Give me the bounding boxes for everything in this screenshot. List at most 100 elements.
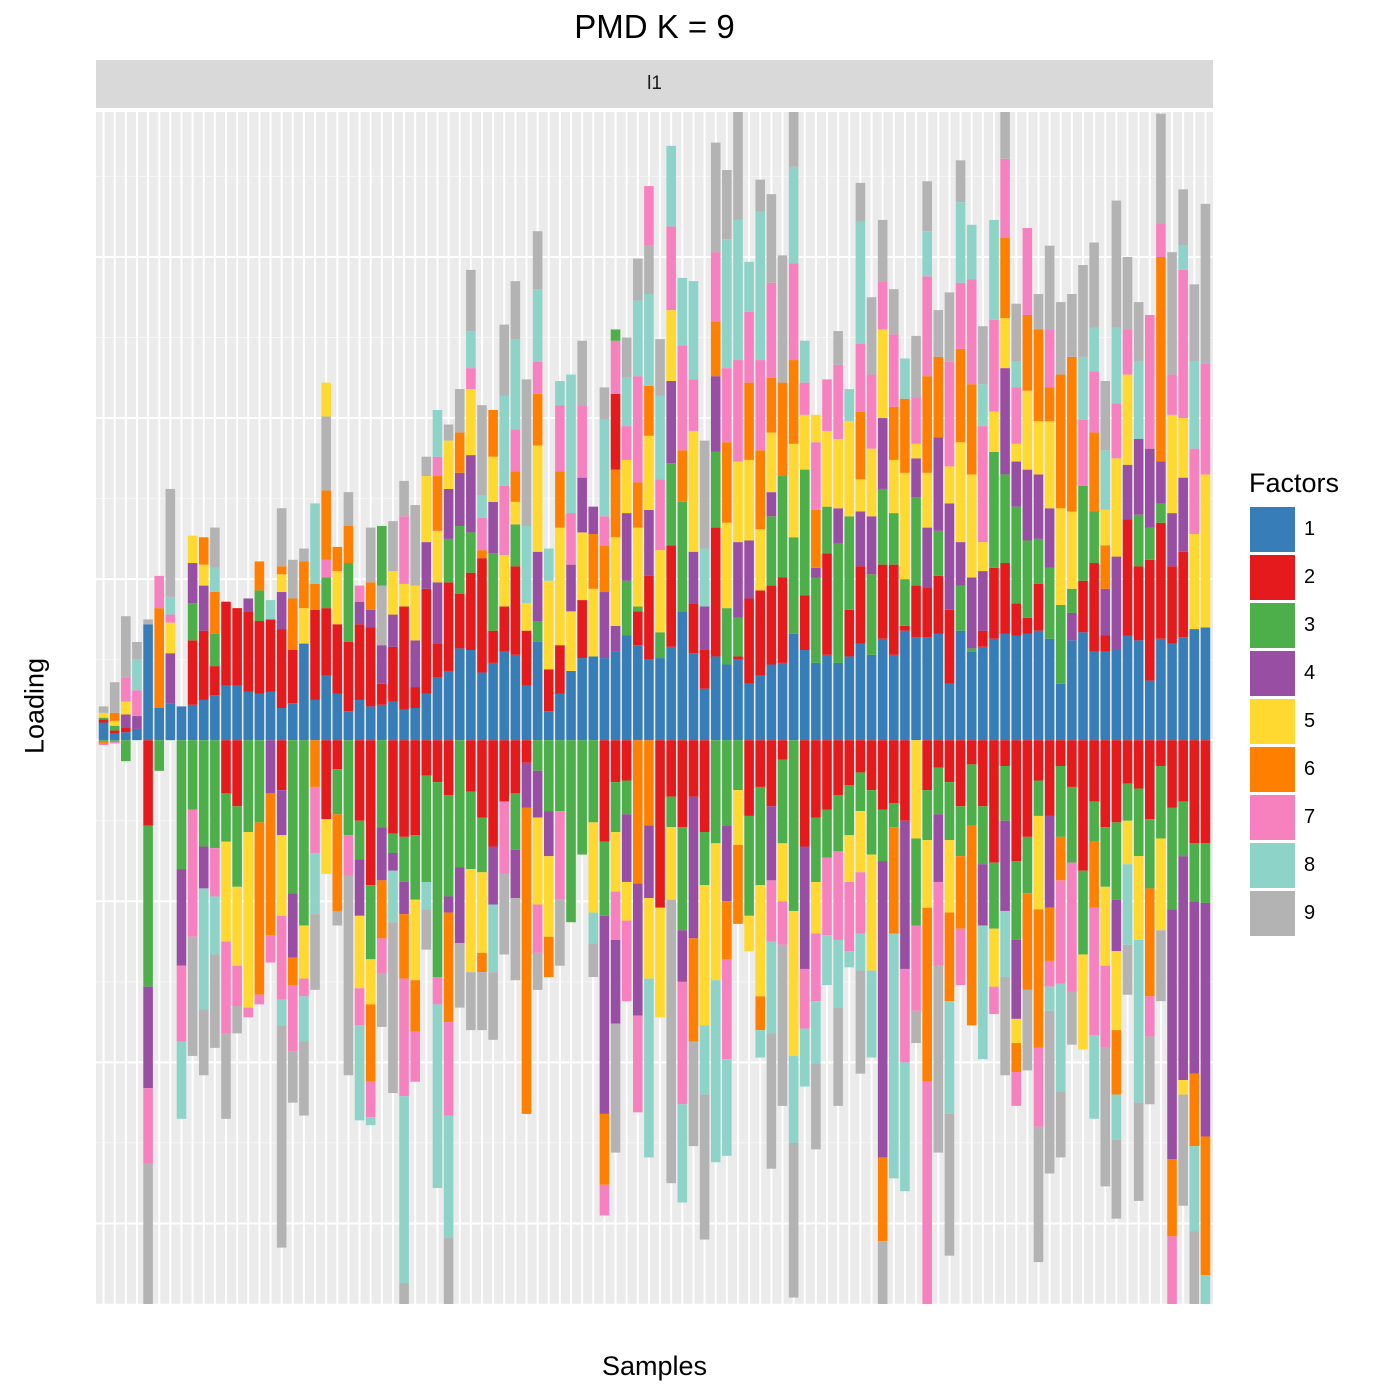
bar-segment-sample-96-factor-4-pos: [1156, 461, 1166, 504]
bar-segment-sample-93-factor-7-pos: [1122, 329, 1133, 375]
bar-segment-sample-96-factor-9-pos: [1156, 113, 1166, 224]
bar-segment-sample-62-factor-1-pos: [777, 662, 788, 741]
bar-segment-sample-47-factor-3-pos: [610, 329, 621, 341]
bar-segment-sample-61-factor-7-neg: [766, 880, 777, 942]
bar-segment-sample-19-factor-9-neg: [299, 1041, 309, 1116]
bar-segment-sample-67-factor-9-neg: [833, 1007, 843, 1106]
bar-segment-sample-29-factor-4-pos: [410, 640, 420, 688]
bar-segment-sample-98-factor-2-pos: [1178, 551, 1188, 638]
bar-segment-sample-69-factor-8-neg: [855, 933, 866, 971]
bar-segment-sample-61-factor-2-neg: [766, 740, 777, 807]
bar-segment-sample-85-factor-6-neg: [1033, 909, 1044, 1048]
bar-segment-sample-76-factor-9-neg: [933, 965, 944, 1153]
bar-segment-sample-90-factor-2-pos: [1089, 563, 1099, 652]
bar-segment-sample-75-factor-7-pos: [922, 276, 932, 377]
bar-segment-sample-74-factor-9-pos: [911, 335, 921, 398]
bar-segment-sample-27-factor-9-neg: [388, 922, 398, 1093]
bar-segment-sample-100-factor-9-pos: [1200, 203, 1211, 364]
bar-segment-sample-89-factor-9-pos: [1078, 265, 1088, 357]
bar-segment-sample-86-factor-7-pos: [1044, 329, 1055, 388]
bar-segment-sample-49-factor-6-pos: [633, 482, 643, 528]
bar-segment-sample-63-factor-9-neg: [788, 1142, 799, 1298]
bar-segment-sample-68-factor-8-pos: [844, 389, 855, 422]
bar-segment-sample-4-factor-4-pos: [132, 716, 142, 729]
bar-segment-sample-56-factor-6-pos: [710, 321, 721, 377]
bar-segment-sample-37-factor-7-neg: [499, 801, 510, 874]
bar-segment-sample-76-factor-2-neg: [933, 740, 944, 768]
bar-segment-sample-82-factor-1-pos: [1000, 633, 1010, 741]
bar-segment-sample-13-factor-2-neg: [232, 740, 242, 807]
bar-segment-sample-28-factor-5-pos: [399, 583, 409, 607]
bar-segment-sample-47-factor-9-neg: [610, 1023, 621, 1153]
bar-segment-sample-50-factor-6-neg: [644, 740, 654, 826]
bar-segment-sample-18-factor-9-pos: [287, 559, 298, 599]
bar-segment-sample-49-factor-3-pos: [633, 606, 643, 612]
bar-segment-sample-15-factor-6-pos: [254, 561, 265, 591]
bar-segment-sample-51-factor-7-pos: [655, 479, 665, 551]
bar-segment-sample-25-factor-5-neg: [365, 959, 376, 1005]
bar-segment-sample-31-factor-7-neg: [432, 977, 443, 1005]
bar-segment-sample-93-factor-1-pos: [1122, 635, 1133, 741]
bar-segment-sample-87-factor-3-pos: [1055, 604, 1066, 684]
bar-segment-sample-72-factor-3-pos: [889, 513, 899, 565]
bar-segment-sample-45-factor-3-neg: [588, 740, 599, 823]
bar-segment-sample-51-factor-5-pos: [655, 550, 665, 633]
bar-segment-sample-77-factor-1-pos: [944, 683, 955, 741]
bar-segment-sample-20-factor-8-neg: [310, 852, 320, 915]
bar-segment-sample-36-factor-5-pos: [488, 456, 498, 502]
bar-segment-sample-50-factor-5-neg: [644, 898, 654, 979]
bar-segment-sample-1-factor-3-neg: [98, 740, 109, 742]
bar-segment-sample-98-factor-8-pos: [1178, 245, 1188, 270]
bar-segment-sample-72-factor-2-neg: [889, 740, 899, 804]
bar-segment-sample-73-factor-1-pos: [900, 630, 910, 741]
bar-segment-sample-55-factor-5-neg: [699, 885, 710, 1026]
legend-key-6: [1250, 747, 1295, 792]
bar-segment-sample-18-factor-1-pos: [287, 703, 298, 741]
bar-segment-sample-15-factor-7-neg: [254, 994, 265, 1005]
bar-segment-sample-75-factor-2-pos: [922, 587, 932, 638]
bar-segment-sample-17-factor-5-pos: [276, 574, 287, 593]
bar-segment-sample-38-factor-2-neg: [510, 740, 521, 794]
bar-segment-sample-48-factor-2-neg: [621, 740, 632, 781]
bar-segment-sample-34-factor-4-pos: [466, 455, 476, 533]
bar-segment-sample-82-factor-3-neg: [1000, 765, 1010, 821]
bar-segment-sample-78-factor-7-pos: [955, 282, 966, 349]
bar-segment-sample-74-factor-7-neg: [911, 925, 921, 1011]
bar-segment-sample-68-factor-7-neg: [844, 881, 855, 952]
bar-segment-sample-88-factor-5-pos: [1067, 511, 1077, 589]
bar-segment-sample-58-factor-3-neg: [733, 740, 743, 791]
bar-segment-sample-57-factor-5-pos: [722, 522, 732, 609]
bar-segment-sample-57-factor-7-pos: [722, 368, 732, 443]
legend-item-1: 1: [1249, 507, 1339, 555]
bar-segment-sample-86-factor-9-neg: [1044, 1010, 1055, 1174]
bar-segment-sample-25-factor-2-neg: [365, 740, 376, 886]
bar-segment-sample-79-factor-8-pos: [966, 224, 977, 280]
bar-segment-sample-68-factor-2-pos: [844, 609, 855, 657]
bar-segment-sample-74-factor-5-pos: [911, 443, 921, 459]
bar-segment-sample-96-factor-9-neg: [1156, 930, 1166, 1002]
bar-segment-sample-41-factor-5-neg: [543, 856, 554, 937]
bar-segment-sample-68-factor-5-neg: [844, 835, 855, 882]
bar-segment-sample-18-factor-3-neg: [287, 740, 298, 894]
bar-segment-sample-53-factor-7-neg: [677, 981, 688, 1105]
bar-segment-sample-34-factor-5-pos: [466, 389, 476, 456]
bar-segment-sample-56-factor-5-neg: [710, 843, 721, 981]
bar-segment-sample-31-factor-4-pos: [432, 582, 443, 644]
bar-segment-sample-91-factor-5-pos: [1100, 509, 1111, 546]
bar-segment-sample-8-factor-3-neg: [176, 740, 187, 870]
bar-segment-sample-25-factor-8-neg: [365, 1117, 376, 1126]
bar-segment-sample-47-factor-5-pos: [610, 537, 621, 626]
bar-segment-sample-49-factor-9-pos: [633, 258, 643, 301]
bar-segment-sample-81-factor-5-neg: [989, 928, 999, 987]
bar-segment-sample-63-factor-7-pos: [788, 263, 799, 361]
bar-segment-sample-77-factor-9-pos: [944, 292, 955, 362]
bar-segment-sample-39-factor-9-pos: [521, 379, 532, 526]
bar-segment-sample-23-factor-7-neg: [343, 835, 354, 876]
bar-segment-sample-60-factor-7-pos: [755, 360, 766, 451]
bar-segment-sample-81-factor-3-pos: [989, 451, 999, 568]
bar-segment-sample-78-factor-8-pos: [955, 202, 966, 283]
bar-segment-sample-31-factor-5-pos: [432, 530, 443, 583]
bar-segment-sample-79-factor-3-neg: [966, 764, 977, 826]
bar-segment-sample-36-factor-1-pos: [488, 662, 498, 741]
bar-segment-sample-70-factor-2-neg: [866, 740, 877, 791]
